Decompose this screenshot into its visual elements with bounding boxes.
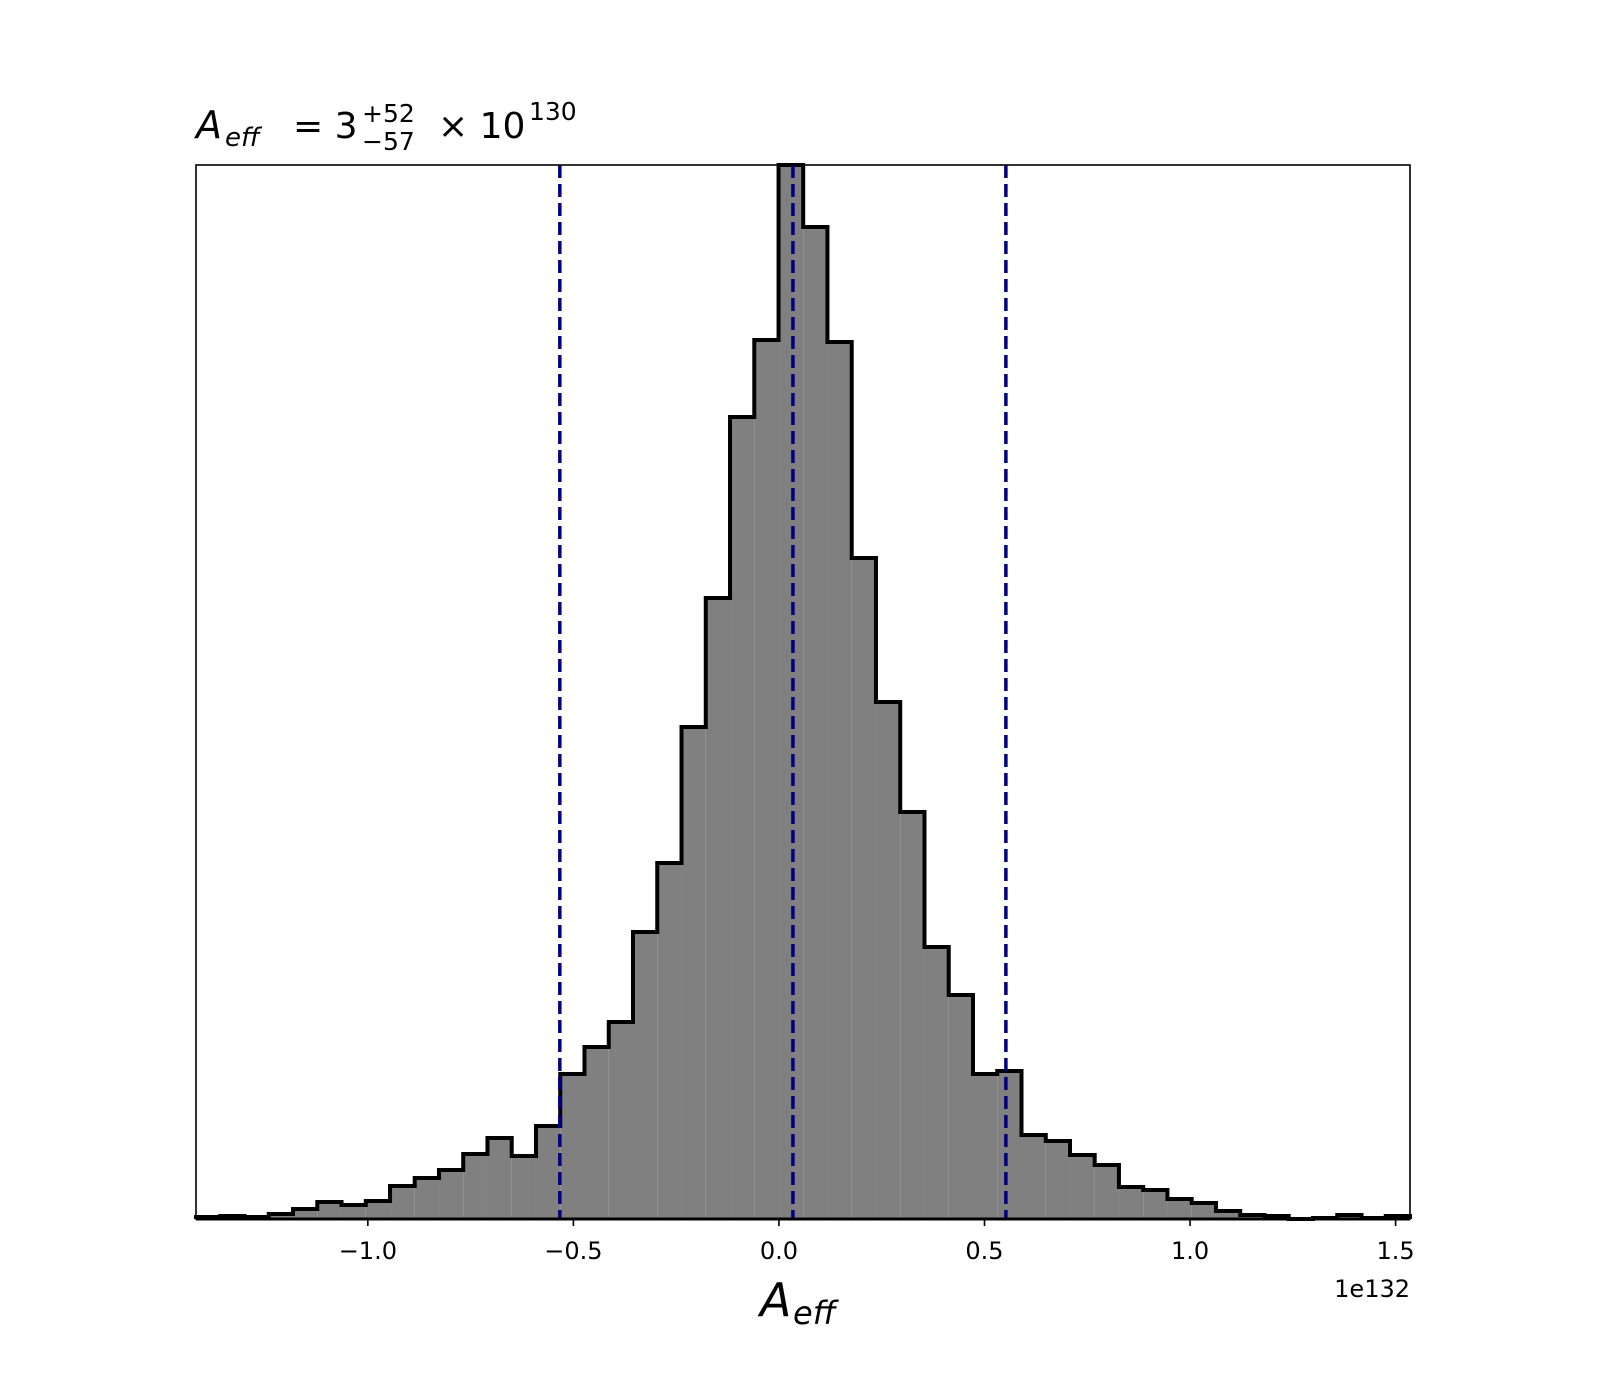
bar [560, 1074, 585, 1219]
bar [511, 1156, 536, 1219]
title-upper: +52 [362, 99, 415, 128]
bar [268, 1214, 294, 1219]
x-offset-label: 1e132 [1334, 1275, 1410, 1303]
bar [657, 863, 682, 1219]
bar [705, 598, 731, 1219]
title-exponent: 130 [529, 97, 577, 126]
histogram-outline [194, 163, 1412, 1221]
bar [851, 558, 876, 1219]
bar [827, 342, 852, 1219]
bar [438, 1170, 464, 1219]
bar [948, 995, 973, 1219]
bar [1118, 1187, 1144, 1219]
bar [341, 1205, 366, 1219]
bar [1021, 1135, 1046, 1219]
x-label-symbol: A [757, 1273, 791, 1327]
bar [900, 812, 925, 1219]
bar [1143, 1190, 1168, 1219]
title-times: × 10 [438, 106, 525, 147]
bar [1094, 1165, 1119, 1219]
x-tick-label: −0.5 [544, 1237, 602, 1265]
bar [414, 1178, 439, 1219]
bar [1045, 1141, 1071, 1219]
bar [390, 1186, 415, 1219]
title-subscript: eff [225, 123, 263, 153]
bar [317, 1202, 342, 1219]
bar [1070, 1155, 1095, 1219]
title-equals: = 3 [293, 106, 358, 147]
bar [972, 1074, 998, 1219]
bar [487, 1138, 512, 1219]
bar [1191, 1203, 1216, 1219]
bar [535, 1126, 561, 1219]
bar [293, 1209, 318, 1219]
bar [997, 1071, 1022, 1219]
title-lower: −57 [362, 127, 415, 156]
bar [1215, 1211, 1241, 1219]
bar [730, 417, 755, 1219]
bar [875, 702, 901, 1219]
x-tick-label: 1.5 [1377, 1237, 1415, 1265]
bar [463, 1154, 488, 1219]
bar [365, 1201, 391, 1219]
bar [754, 340, 779, 1219]
bar [608, 1022, 634, 1219]
x-label-subscript: eff [793, 1294, 840, 1332]
x-tick-label: −1.0 [339, 1237, 397, 1265]
bar [681, 727, 706, 1219]
bar [633, 932, 658, 1219]
bar [924, 947, 949, 1219]
bar [778, 165, 804, 1219]
x-tick-label: 0.0 [760, 1237, 798, 1265]
bar [803, 227, 828, 1219]
x-tick-label: 1.0 [1171, 1237, 1209, 1265]
bar [1167, 1199, 1192, 1219]
bar [584, 1047, 609, 1219]
x-tick-label: 0.5 [965, 1237, 1003, 1265]
title-symbol: A [193, 103, 222, 147]
